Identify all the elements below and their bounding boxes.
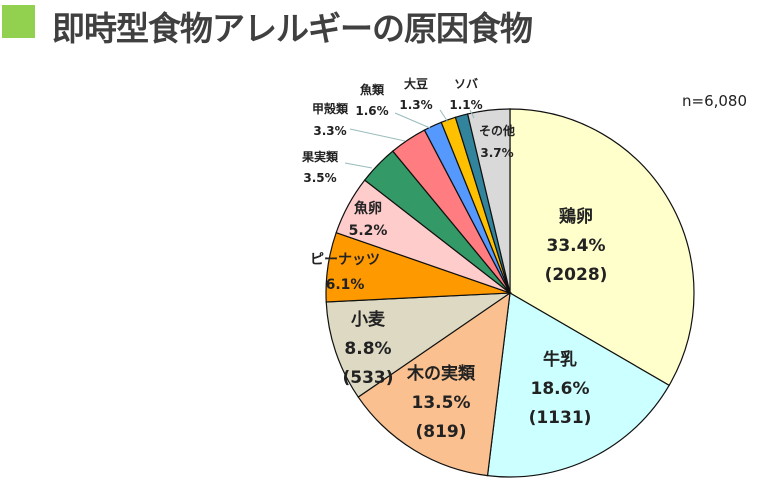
leader-line-4 bbox=[469, 109, 475, 119]
slice-pct-text: 3.5% bbox=[303, 171, 337, 185]
slice-label: 小麦 bbox=[351, 310, 385, 330]
slice-pct-text: 3.3% bbox=[313, 124, 347, 138]
title-accent-square bbox=[2, 5, 35, 38]
slice-label-11: その他 3.7% bbox=[479, 120, 515, 164]
slice-label: その他 bbox=[478, 124, 516, 138]
slice-label: 牛乳 bbox=[542, 350, 577, 370]
slice-pct-text: 6.1% bbox=[325, 277, 365, 293]
leader-line-2 bbox=[394, 112, 431, 129]
leader-line-0 bbox=[344, 162, 373, 169]
pie-slice-11 bbox=[466, 108, 511, 294]
slice-label: 魚類 bbox=[359, 83, 384, 97]
pie-slice-1 bbox=[486, 292, 670, 478]
slice-pct-text: 3.7% bbox=[480, 146, 514, 160]
slice-label-2: 木の実類 13.5% (819) bbox=[407, 360, 475, 447]
slice-label: 魚卵 bbox=[353, 201, 382, 217]
slice-label-9: 大豆 1.3% bbox=[399, 74, 432, 116]
slice-count-text: (819) bbox=[415, 422, 467, 442]
slice-label-6: 果実類 3.5% bbox=[302, 147, 338, 189]
slice-label-5: 魚卵 5.2% bbox=[349, 198, 388, 242]
slice-count-text: (1131) bbox=[528, 408, 592, 428]
slice-label-3: 小麦 8.8% (533) bbox=[342, 306, 393, 393]
slice-label: ピーナッツ bbox=[310, 252, 380, 268]
slice-pct-text: 1.1% bbox=[449, 98, 483, 112]
slice-pct-text: 1.6% bbox=[355, 104, 389, 118]
pie-slice-2 bbox=[357, 291, 511, 477]
slice-label-10: ソバ 1.1% bbox=[449, 74, 482, 116]
slice-pct-text: 18.6% bbox=[530, 379, 590, 399]
leader-line-3 bbox=[439, 109, 449, 123]
pie-slice-3 bbox=[325, 292, 513, 398]
page-title: 即時型食物アレルギーの原因食物 bbox=[52, 9, 533, 48]
slice-label-4: ピーナッツ 6.1% bbox=[310, 248, 380, 298]
slice-pct-text: 8.8% bbox=[344, 339, 392, 359]
slice-label: 木の実類 bbox=[407, 364, 475, 384]
slice-label: 甲殻類 bbox=[311, 102, 349, 116]
slice-pct-text: 33.4% bbox=[546, 236, 606, 256]
slice-pct-text: 13.5% bbox=[411, 393, 471, 413]
slice-label: 鶏卵 bbox=[558, 207, 593, 227]
slice-label-0: 鶏卵 33.4% (2028) bbox=[545, 203, 608, 290]
slice-label-7: 甲殻類 3.3% bbox=[312, 98, 348, 142]
slice-count-text: (2028) bbox=[544, 265, 608, 285]
slice-label-1: 牛乳 18.6% (1131) bbox=[529, 346, 592, 433]
slice-pct-text: 5.2% bbox=[348, 223, 388, 239]
slice-label-8: 魚類 1.6% bbox=[355, 80, 388, 122]
pie-slice-0 bbox=[509, 108, 695, 387]
leader-line-1 bbox=[349, 128, 406, 142]
sample-size-note: n=6,080 bbox=[682, 92, 748, 110]
slice-label: 果実類 bbox=[301, 150, 339, 164]
slice-pct-text: 1.3% bbox=[399, 98, 433, 112]
slice-label: ソバ bbox=[453, 77, 478, 91]
slice-count-text: (533) bbox=[342, 368, 394, 388]
slice-label: 大豆 bbox=[403, 77, 428, 91]
